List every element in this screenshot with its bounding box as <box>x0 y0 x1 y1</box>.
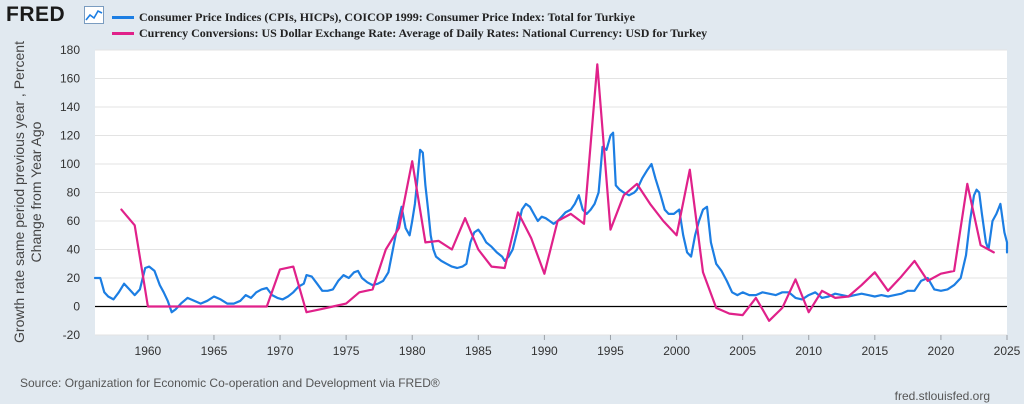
y-tick-label: 160 <box>60 72 80 86</box>
y-tick-label: 140 <box>60 100 80 114</box>
y-tick-label: 20 <box>67 271 81 285</box>
x-tick-label: 1995 <box>597 344 624 358</box>
y-tick-label: 120 <box>60 129 80 143</box>
legend-swatch-cpi <box>112 15 134 19</box>
y-tick-label: 0 <box>73 300 80 314</box>
fred-logo[interactable]: FRED <box>6 3 66 26</box>
y-axis-ticks: -20 0 20 40 60 80 100 120 140 160 180 <box>60 43 80 342</box>
x-tick-label: 1960 <box>135 344 162 358</box>
legend-item-exchange-rate: Currency Conversions: US Dollar Exchange… <box>112 25 707 41</box>
x-tick-label: 2015 <box>861 344 888 358</box>
y-tick-label: 180 <box>60 43 80 57</box>
legend-label-exchange-rate: Currency Conversions: US Dollar Exchange… <box>139 25 708 40</box>
legend-swatch-exchange-rate <box>112 31 134 35</box>
y-axis-label-line2: Change from Year Ago <box>28 121 44 262</box>
x-tick-label: 1975 <box>333 344 360 358</box>
legend-item-cpi: Consumer Price Indices (CPIs, HICPs), CO… <box>112 9 707 25</box>
header: FRED Consumer Price Indices (CPIs, HICPs… <box>0 0 1024 48</box>
x-tick-label: 2005 <box>729 344 756 358</box>
x-tick-label: 2010 <box>795 344 822 358</box>
series-group <box>93 63 1009 322</box>
site-link[interactable]: fred.stlouisfed.org <box>894 389 990 403</box>
x-tick-label: 1965 <box>201 344 228 358</box>
x-tick-label: 1970 <box>267 344 294 358</box>
legend-label-cpi: Consumer Price Indices (CPIs, HICPs), CO… <box>139 9 636 24</box>
y-tick-label: 60 <box>67 214 81 228</box>
y-tick-label: 40 <box>67 243 81 257</box>
x-axis-ticks: 1960 1965 1970 1975 1980 1985 1990 1995 2000 2005… <box>135 335 1021 358</box>
y-tick-label: 80 <box>67 186 81 200</box>
x-tick-label: 1990 <box>531 344 558 358</box>
y-tick-label: 100 <box>60 157 80 171</box>
legend: Consumer Price Indices (CPIs, HICPs), CO… <box>112 9 707 41</box>
source-note: Source: Organization for Economic Co-ope… <box>20 376 440 390</box>
x-tick-label: 1980 <box>399 344 426 358</box>
y-tick-label: -20 <box>63 328 81 342</box>
x-tick-label: 2025 <box>994 344 1021 358</box>
trend-line-icon <box>84 6 104 24</box>
x-tick-label: 1985 <box>465 344 492 358</box>
y-axis-label-line1: Growth rate same period previous year , … <box>11 41 27 343</box>
series-line-exchange-rate[interactable] <box>120 63 995 322</box>
x-tick-label: 2020 <box>928 344 955 358</box>
line-chart[interactable]: -20 0 20 40 60 80 100 120 140 160 180 1960 1965 1970… <box>0 0 1024 370</box>
x-tick-label: 2000 <box>663 344 690 358</box>
